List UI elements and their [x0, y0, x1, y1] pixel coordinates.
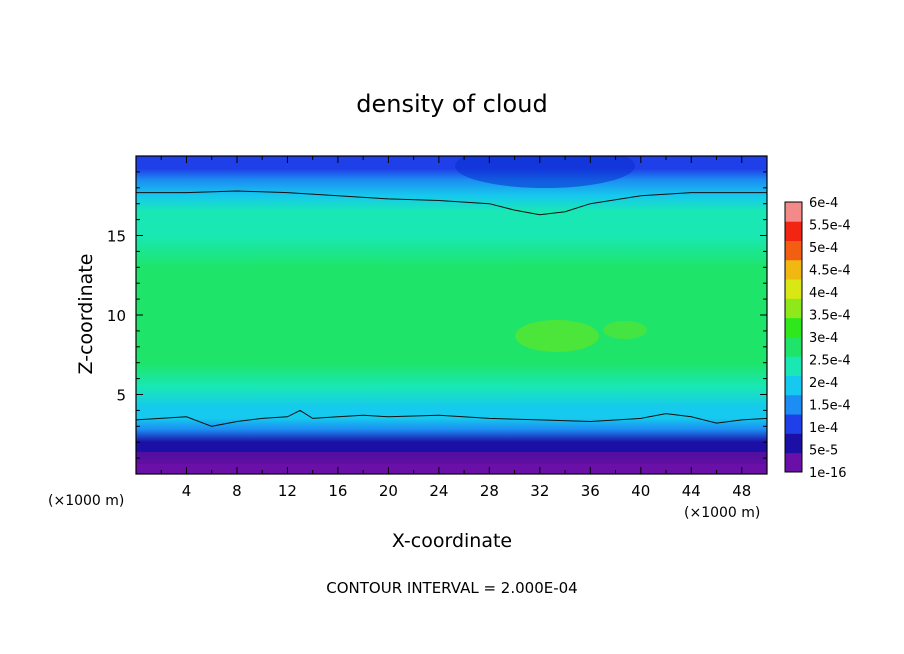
- colorbar-swatch: [785, 452, 802, 473]
- colorbar-label: 1e-16: [809, 466, 847, 481]
- colorbar-swatch: [785, 337, 802, 357]
- colorbar-swatch: [785, 414, 802, 434]
- colorbar: 1e-16 5e-5 1e-4 1.5e-4 2e-4 2.5e-4 3e-4 3.5e-4 4…: [784, 196, 851, 481]
- x-tick-label: 12: [278, 482, 297, 500]
- y-tick-label: 15: [107, 228, 126, 246]
- colorbar-swatch: [785, 317, 802, 338]
- colorbar-label: 5e-5: [809, 444, 838, 459]
- colorbar-label: 4e-4: [809, 286, 838, 301]
- colorbar-swatch: [785, 279, 802, 299]
- x-tick-label: 20: [379, 482, 398, 500]
- colorbar-label: 5.5e-4: [809, 219, 851, 234]
- colorbar-label: 2.5e-4: [809, 354, 851, 369]
- colorbar-swatch: [785, 240, 802, 261]
- x-tick-label: 40: [631, 482, 650, 500]
- y-axis-ticks: 5 10 15: [107, 171, 767, 459]
- x-unit-right: (×1000 m): [684, 505, 760, 521]
- midlevel-maximum-patch-east: [603, 321, 647, 339]
- colorbar-label: 3e-4: [809, 331, 838, 346]
- contour-lines: [136, 190, 767, 427]
- chart-title: density of cloud: [356, 90, 547, 118]
- y-tick-label: 5: [116, 387, 126, 405]
- contour-line-2: [136, 190, 767, 216]
- x-axis-ticks: 4 8 12 16 20 24 28 32 36 40 44 48: [160, 156, 751, 500]
- colorbar-label: 5e-4: [809, 241, 838, 256]
- x-tick-label: 48: [732, 482, 751, 500]
- x-tick-label: 16: [328, 482, 347, 500]
- x-tick-label: 8: [232, 482, 242, 500]
- x-tick-label: 4: [182, 482, 192, 500]
- y-tick-label: 10: [107, 307, 126, 325]
- colorbar-label: 2e-4: [809, 376, 838, 391]
- colorbar-swatch: [785, 394, 802, 415]
- colorbar-frame: [784, 201, 803, 473]
- colorbar-label: 3.5e-4: [809, 309, 851, 324]
- midlevel-maximum-patch: [515, 320, 599, 352]
- colorbar-swatch: [785, 356, 802, 376]
- x-tick-label: 32: [530, 482, 549, 500]
- x-tick-label: 24: [429, 482, 448, 500]
- x-unit-left: (×1000 m): [48, 493, 124, 509]
- plot-area: [136, 156, 767, 474]
- colorbar-label: 6e-4: [809, 196, 838, 211]
- x-tick-label: 28: [480, 482, 499, 500]
- colorbar-swatch: [785, 221, 802, 241]
- upper-dip-shading: [455, 156, 635, 188]
- colorbar-swatch: [785, 259, 802, 280]
- colorbar-swatch: [785, 375, 802, 396]
- x-tick-label: 44: [682, 482, 701, 500]
- y-axis-label: Z-coordinate: [75, 254, 97, 375]
- contour-interval-note: CONTOUR INTERVAL = 2.000E-04: [326, 579, 577, 597]
- colorbar-swatch: [785, 298, 802, 319]
- density-field: [136, 156, 767, 474]
- x-axis-label: X-coordinate: [392, 530, 512, 552]
- surface-layer: [136, 452, 767, 464]
- colorbar-swatch: [785, 433, 802, 454]
- colorbar-label: 1e-4: [809, 421, 838, 436]
- contour-line-1: [136, 409, 767, 427]
- colorbar-swatch: [785, 202, 802, 222]
- x-tick-label: 36: [581, 482, 600, 500]
- colorbar-label: 4.5e-4: [809, 264, 851, 279]
- colorbar-label: 1.5e-4: [809, 399, 851, 414]
